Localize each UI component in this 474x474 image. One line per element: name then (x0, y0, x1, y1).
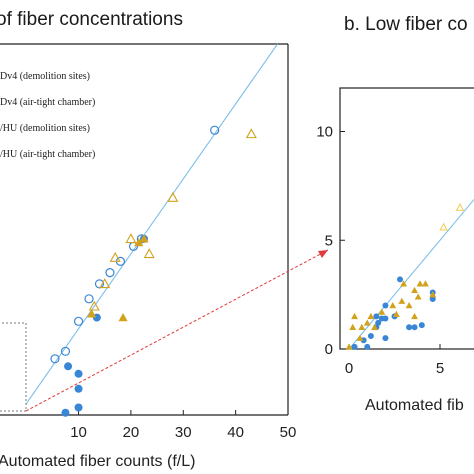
chart-b-frame (339, 87, 474, 350)
chart-a-point (74, 369, 83, 378)
chart-b-point (364, 343, 371, 350)
chart-b-point (367, 332, 374, 339)
chart-a-reference-line (25, 43, 278, 405)
chart-b-x-tick-label: 5 (436, 360, 444, 377)
chart-a-axes (0, 43, 289, 416)
chart-a-x-tick-label: 10 (70, 424, 87, 441)
chart-a-x-tick-label: 20 (123, 424, 140, 441)
chart-a-point (139, 234, 149, 243)
chart-b-point (367, 312, 375, 320)
chart-a-point (105, 267, 115, 278)
chart-a-point (245, 128, 257, 139)
chart-b-point (345, 343, 353, 350)
chart-a-point (74, 384, 83, 393)
chart-b-point (455, 203, 465, 211)
zoom-arrowhead (318, 250, 328, 258)
chart-a-x-tick-label: 30 (175, 424, 192, 441)
chart-a-point (64, 362, 73, 371)
chart-a-legend-entry: /HU (air-tight chamber) (0, 149, 95, 160)
chart-b-xlabel: Automated fib (365, 397, 464, 414)
chart-b-point (398, 297, 406, 304)
chart-a-point (99, 278, 111, 289)
chart-b-point (382, 315, 389, 322)
chart-b-point (429, 295, 436, 302)
chart-b-point (418, 322, 425, 329)
chart-a-legend-entry: /HU (demolition sites) (0, 123, 90, 134)
chart-b-point (392, 310, 400, 317)
chart-b-point (373, 313, 380, 320)
chart-a-x-tick-label: 50 (280, 424, 297, 441)
chart-a-point (74, 403, 83, 412)
chart-b-point (351, 312, 358, 320)
chart-b-point (356, 334, 364, 341)
chart-a-point (60, 346, 71, 356)
chart-a-point (84, 294, 94, 304)
chart-a-point (109, 251, 121, 262)
chart-b-point (351, 343, 358, 350)
chart-b-point (349, 323, 357, 331)
chart-b-reference-line (348, 198, 474, 350)
chart-a-title: of fiber concentrations (0, 9, 183, 30)
chart-b-point (363, 319, 371, 326)
chart-a-point (210, 125, 220, 135)
chart-b-y-tick-label: 0 (325, 341, 333, 358)
chart-a-point (88, 300, 100, 311)
chart-a-point (118, 312, 128, 322)
chart-a-legend-entry: Dv4 (demolition sites) (0, 71, 90, 82)
chart-b-x-tick-label: 0 (345, 360, 353, 377)
chart-b-point (411, 312, 418, 320)
chart-b-point (358, 323, 366, 331)
chart-b-title: b. Low fiber co (344, 14, 468, 35)
chart-b-point (406, 324, 413, 331)
chart-b-point (382, 302, 389, 309)
chart-b-point (382, 335, 389, 342)
chart-a-xlabel: Automated fiber counts (f/L) (0, 453, 195, 470)
chart-b-point (422, 280, 429, 287)
chart-b-point (397, 276, 403, 283)
chart-b-y-tick-label: 10 (316, 124, 333, 141)
chart-b-point (371, 323, 378, 331)
chart-b-point (429, 291, 437, 298)
chart-b-point (405, 302, 413, 309)
chart-a-x-tick-label: 40 (227, 424, 244, 441)
chart-a-point (125, 233, 137, 244)
chart-b-point (439, 222, 449, 231)
chart-b-point (416, 280, 424, 287)
chart-a-point (134, 238, 144, 247)
chart-a-point (87, 309, 97, 318)
chart-a-point (167, 191, 179, 202)
zoom-box (0, 322, 27, 412)
chart-b-point (411, 324, 418, 331)
chart-a-point (143, 248, 155, 259)
chart-b-point (378, 308, 386, 315)
chart-b-point (389, 302, 397, 309)
chart-b-point (375, 319, 382, 326)
chart-a-legend-entry: Dv4 (air-tight chamber) (0, 97, 95, 108)
chart-b-y-tick-label: 5 (325, 232, 333, 249)
chart-a-point (50, 354, 60, 364)
zoom-arrow (25, 249, 329, 412)
chart-a-point (73, 316, 84, 326)
chart-b-point (414, 293, 422, 300)
chart-b-point (411, 286, 418, 294)
chart-b-point (400, 280, 408, 287)
chart-a-point (61, 408, 70, 417)
